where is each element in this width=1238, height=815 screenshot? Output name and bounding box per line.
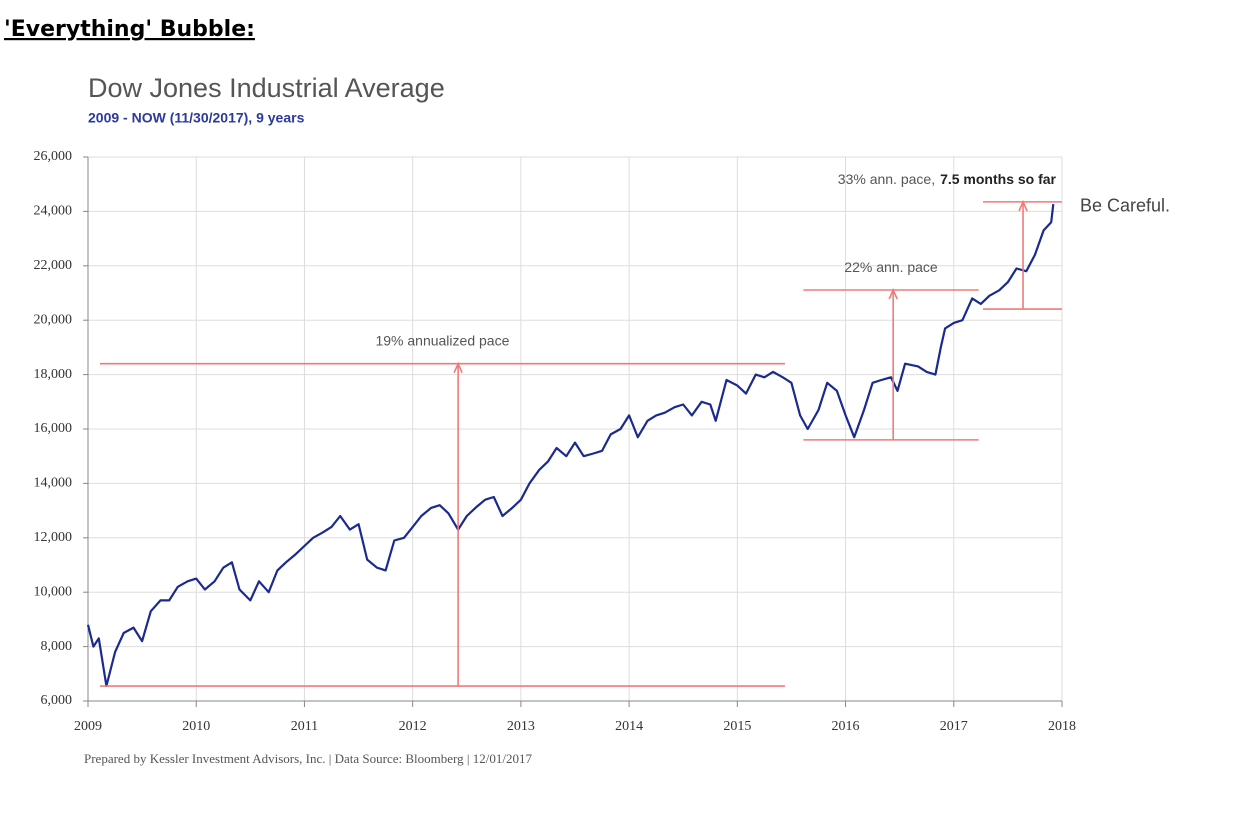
data-line [86, 203, 1055, 688]
page-heading: 'Everything' Bubble: [4, 17, 255, 42]
chart-subtitle: 2009 - NOW (11/30/2017), 9 years [88, 110, 305, 126]
annotation-bold: 7.5 months so far [940, 171, 1056, 187]
annotation: 19% annualized pace [375, 332, 509, 348]
footer: Prepared by Kessler Investment Advisors,… [84, 751, 532, 766]
y-tick-label: 16,000 [34, 421, 73, 436]
y-tick-label: 26,000 [34, 149, 73, 164]
annotation-text: 33% ann. pace, [838, 171, 935, 187]
x-tick-label: 2015 [723, 719, 751, 734]
y-tick-label: 10,000 [34, 584, 73, 599]
y-tick-label: 6,000 [41, 693, 73, 708]
arrow-head [453, 361, 463, 374]
y-tick-label: 12,000 [34, 530, 73, 545]
arrow-head [888, 288, 898, 300]
x-tick-label: 2012 [399, 719, 427, 734]
chart-title: Dow Jones Industrial Average [88, 73, 445, 103]
arrow-head [1018, 199, 1028, 212]
y-tick-label: 8,000 [41, 639, 73, 654]
annotation: 22% ann. pace [844, 259, 938, 275]
y-tick-label: 20,000 [34, 312, 73, 327]
side-note: Be Careful. [1080, 196, 1170, 216]
annotation-text: 19% annualized pace [375, 332, 509, 348]
y-tick-label: 14,000 [34, 476, 73, 491]
x-tick-label: 2010 [182, 719, 210, 734]
x-tick-label: 2018 [1048, 719, 1076, 734]
x-tick-label: 2011 [291, 719, 318, 734]
y-tick-label: 18,000 [34, 367, 73, 382]
y-tick-label: 22,000 [34, 258, 73, 273]
x-tick-label: 2017 [940, 719, 968, 734]
x-tick-label: 2014 [615, 719, 643, 734]
annotation-text: 22% ann. pace [844, 259, 938, 275]
y-tick-label: 24,000 [34, 204, 73, 219]
x-tick-label: 2016 [832, 719, 860, 734]
x-tick-label: 2013 [507, 719, 535, 734]
annotation: 33% ann. pace, 7.5 months so far [838, 171, 1057, 187]
x-tick-label: 2009 [74, 719, 102, 734]
